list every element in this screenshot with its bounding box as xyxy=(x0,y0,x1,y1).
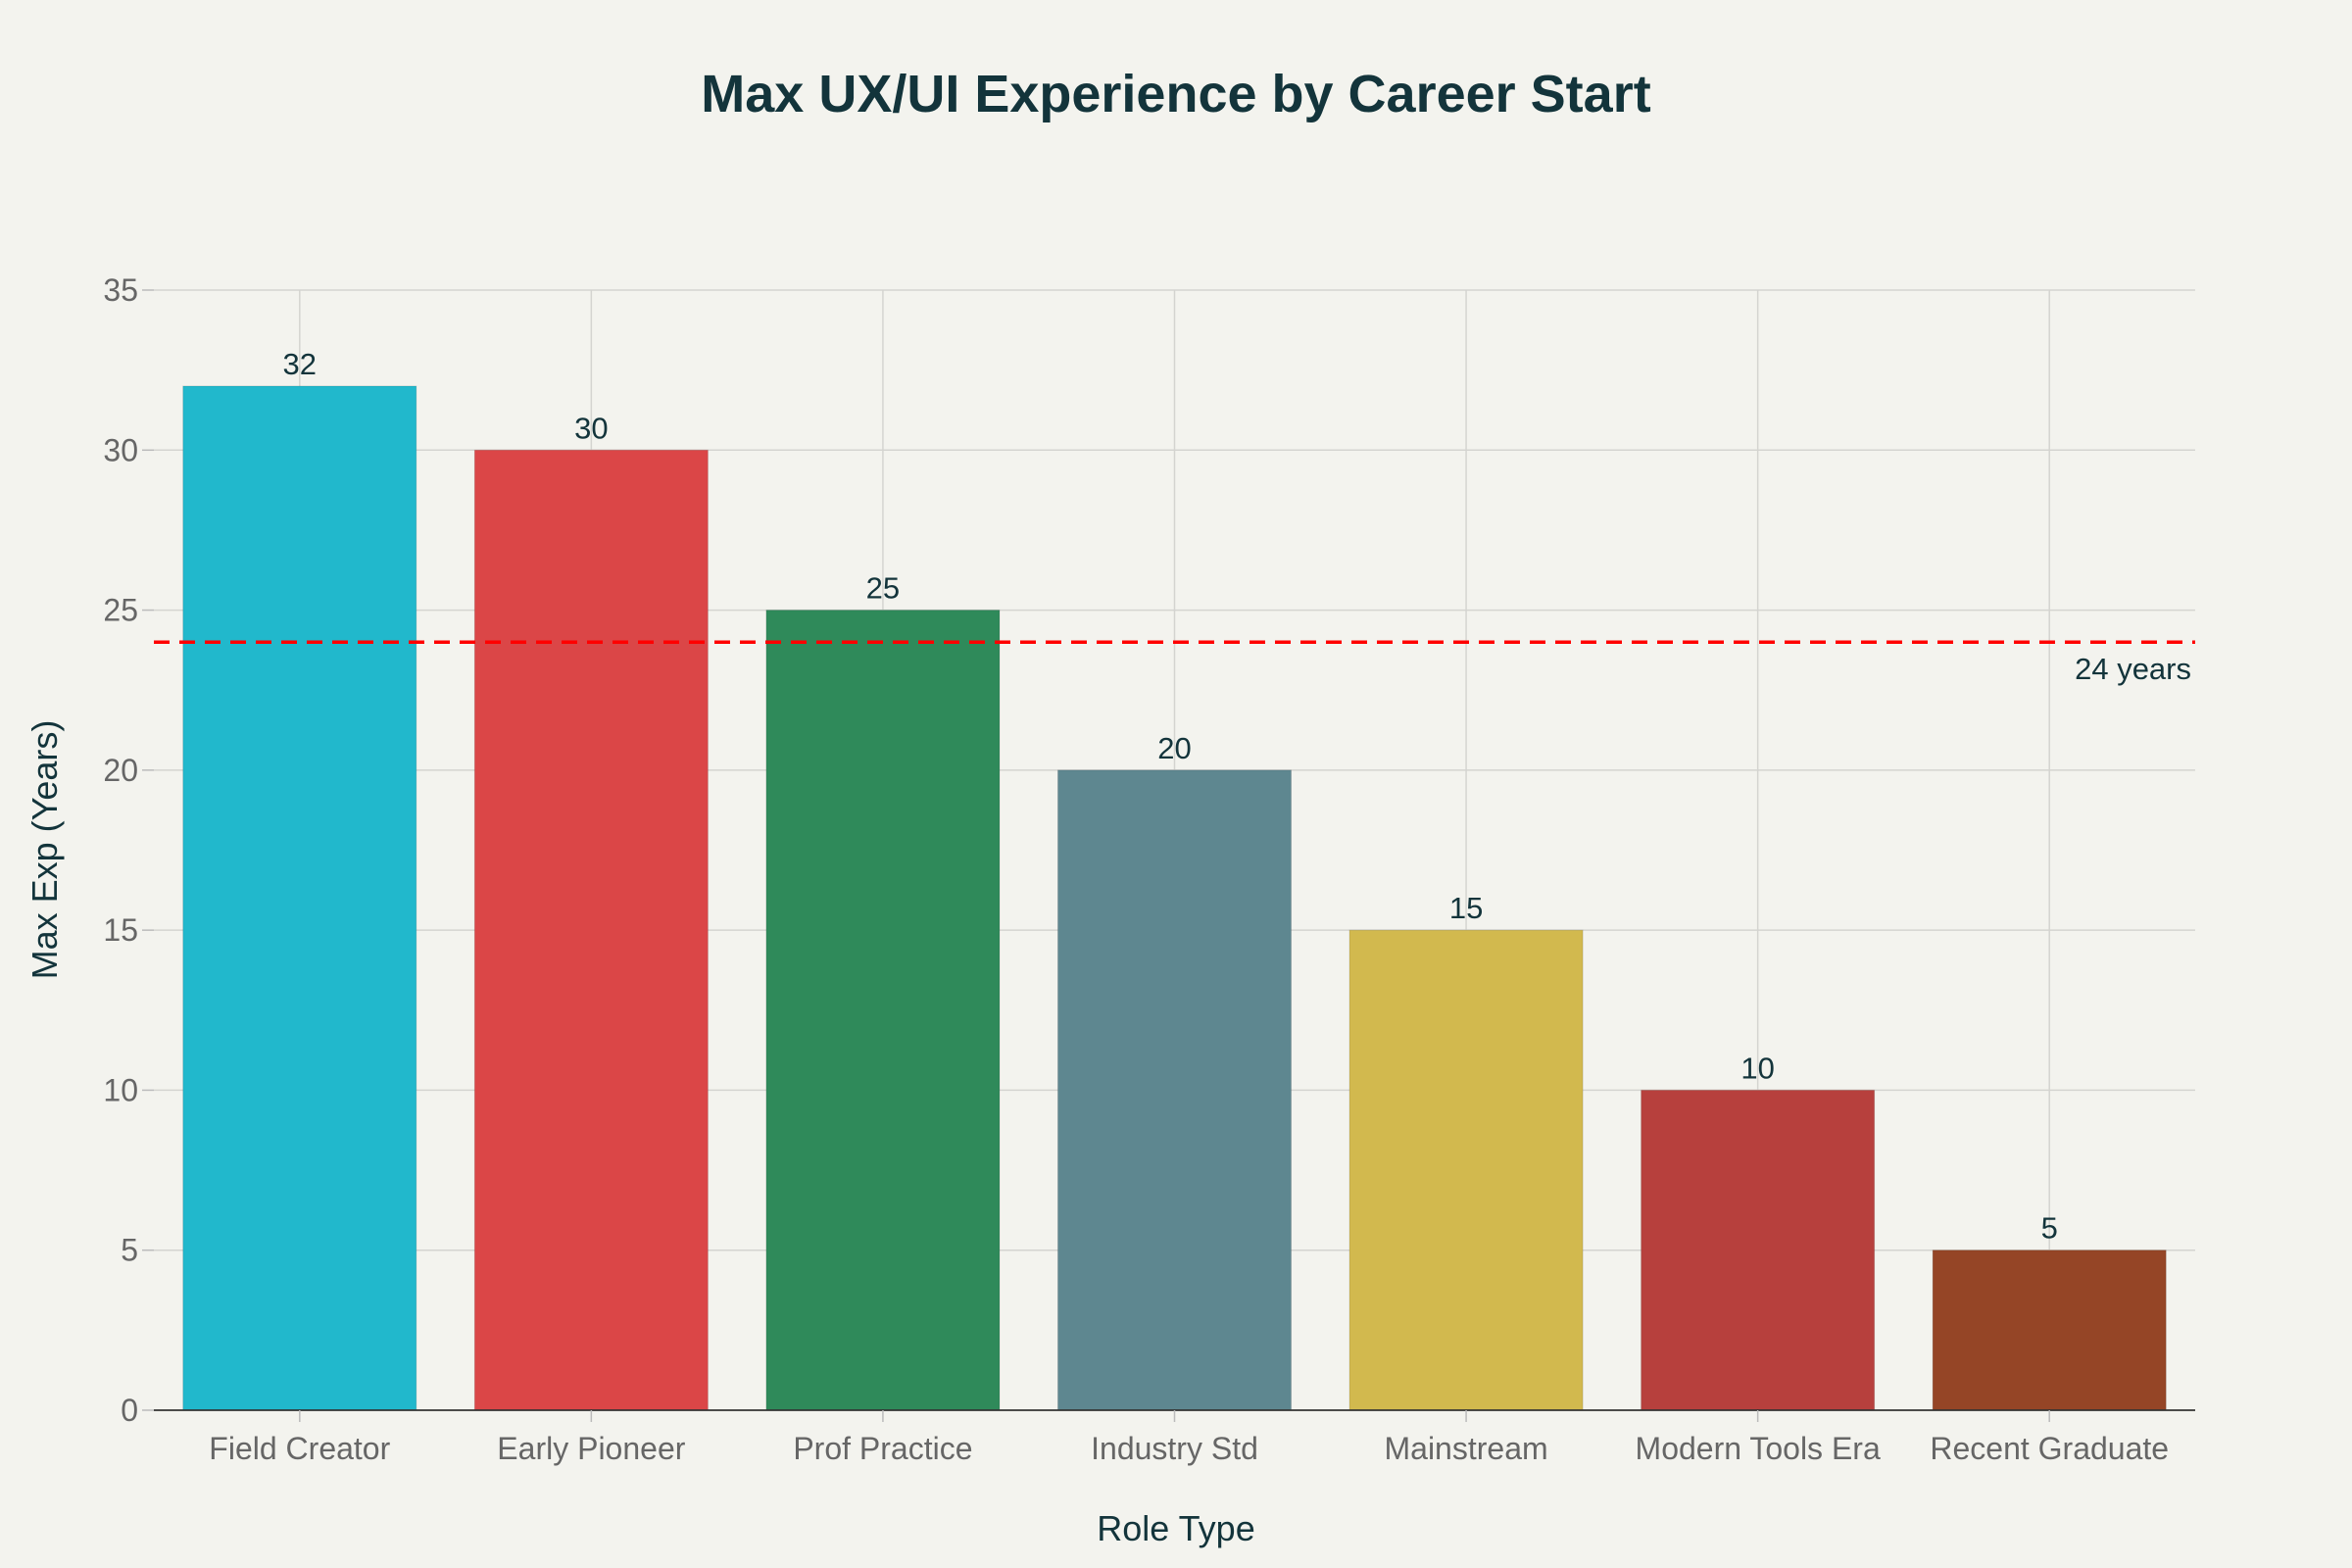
data-label: 20 xyxy=(1157,731,1191,765)
y-tick-label: 10 xyxy=(103,1072,138,1107)
data-label: 10 xyxy=(1740,1051,1774,1085)
data-label: 32 xyxy=(283,347,317,381)
data-label: 15 xyxy=(1449,891,1483,925)
bars xyxy=(182,385,2167,1411)
x-tick-label: Early Pioneer xyxy=(497,1431,685,1466)
bar xyxy=(473,449,709,1411)
y-axis-title: Max Exp (Years) xyxy=(24,720,65,980)
x-tick-label: Mainstream xyxy=(1384,1431,1547,1466)
x-tick-label: Modern Tools Era xyxy=(1636,1431,1881,1466)
y-tick-label: 35 xyxy=(103,272,138,308)
x-tick-label: Industry Std xyxy=(1091,1431,1258,1466)
y-tick-label: 5 xyxy=(121,1233,138,1268)
chart-title: Max UX/UI Experience by Career Start xyxy=(701,65,1650,123)
x-tick-label: Prof Practice xyxy=(793,1431,972,1466)
bar xyxy=(1932,1250,2167,1411)
x-tick-label: Recent Graduate xyxy=(1930,1431,2169,1466)
data-label: 5 xyxy=(2041,1211,2058,1246)
data-label: 25 xyxy=(866,571,900,606)
x-axis-ticks: Field Creator Early Pioneer Prof Practice I… xyxy=(209,1410,2169,1466)
x-axis-title: Role Type xyxy=(1097,1508,1254,1548)
data-labels: 32 30 25 20 15 10 5 xyxy=(283,347,2058,1246)
y-tick-label: 30 xyxy=(103,432,138,467)
bar xyxy=(182,385,417,1411)
bar xyxy=(1641,1089,1876,1411)
bar xyxy=(1348,929,1584,1411)
bar xyxy=(765,610,1001,1411)
y-tick-label: 25 xyxy=(103,593,138,628)
bar xyxy=(1056,769,1293,1411)
y-tick-label: 20 xyxy=(103,753,138,788)
reference-line-label: 24 years xyxy=(2075,652,2191,686)
x-tick-label: Field Creator xyxy=(209,1431,390,1466)
reference-line-group: 24 years xyxy=(154,640,2195,686)
data-label: 30 xyxy=(574,411,608,445)
y-axis-ticks: 0 5 10 15 20 25 30 35 xyxy=(103,272,154,1428)
y-tick-label: 15 xyxy=(103,912,138,948)
y-tick-label: 0 xyxy=(121,1393,138,1428)
